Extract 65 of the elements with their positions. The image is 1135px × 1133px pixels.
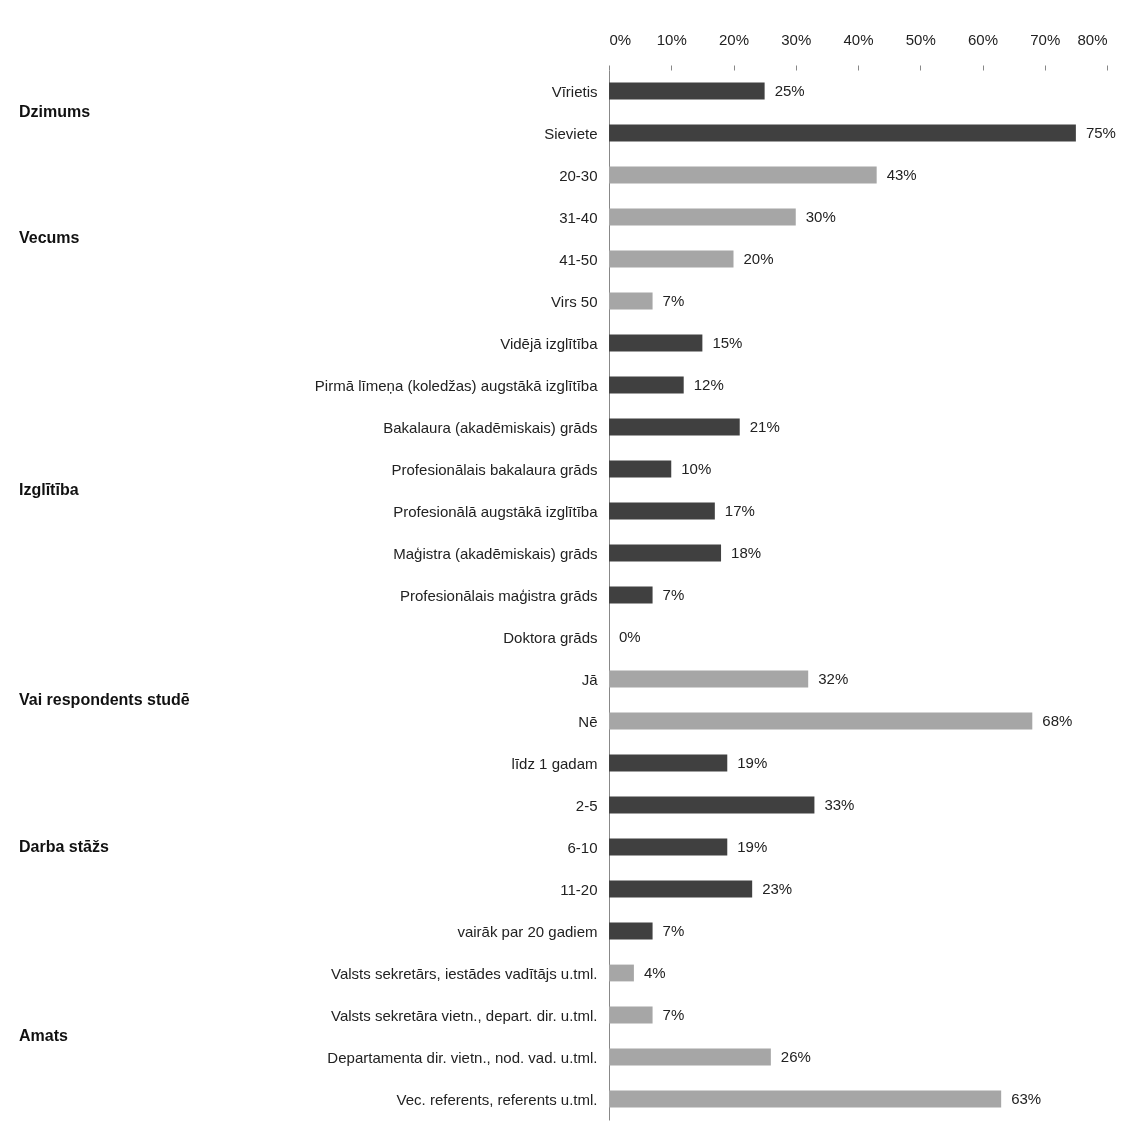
data-label: 20% bbox=[743, 250, 774, 267]
y-tick-label: vairāk par 20 gadiem bbox=[457, 922, 598, 940]
text: Dzimums bbox=[19, 103, 91, 120]
data-label: 32% bbox=[818, 670, 849, 687]
data-label: 17% bbox=[724, 502, 755, 519]
y-tick-label: līdz 1 gadam bbox=[511, 754, 598, 772]
y-tick-label: Doktora grāds bbox=[503, 628, 598, 646]
x-tick-label: 50% bbox=[905, 30, 936, 48]
x-tick-label: 60% bbox=[967, 30, 999, 48]
y-tick-label: Sieviete bbox=[544, 124, 598, 142]
data-label: 43% bbox=[886, 166, 917, 183]
x-tick-label: 40% bbox=[843, 30, 874, 48]
y-tick-label: 2-5 bbox=[575, 796, 598, 814]
y-tick-label: Profesionālais bakalaura grāds bbox=[391, 460, 598, 478]
y-tick-label: 31-40 bbox=[559, 208, 598, 226]
y-tick-label: Jā bbox=[581, 670, 599, 688]
y-tick-label: Profesionālais maģistra grāds bbox=[399, 586, 598, 604]
text: Izglītība bbox=[19, 481, 79, 498]
x-tick-label: 80% bbox=[1077, 30, 1108, 48]
data-label: 7% bbox=[662, 1006, 685, 1023]
data-label: 63% bbox=[1011, 1090, 1042, 1107]
y-tick-label: Vīrietis bbox=[551, 82, 598, 100]
y-tick-label: Vidējā izglītība bbox=[500, 334, 599, 352]
data-label: 25% bbox=[774, 82, 805, 99]
data-label: 7% bbox=[662, 586, 685, 603]
data-label: 30% bbox=[805, 208, 836, 225]
text: Vecums bbox=[19, 229, 80, 246]
x-tick-label: 10% bbox=[656, 30, 687, 48]
data-label: 7% bbox=[662, 922, 685, 939]
data-label: 18% bbox=[731, 544, 762, 561]
x-tick-label: 30% bbox=[781, 30, 812, 48]
data-label: 26% bbox=[780, 1048, 811, 1065]
data-label: 21% bbox=[749, 418, 780, 435]
data-label: 7% bbox=[662, 292, 685, 309]
y-tick-label: Bakalaura (akadēmiskais) grāds bbox=[383, 418, 598, 436]
data-label: 15% bbox=[712, 334, 743, 351]
y-tick-label: Departamenta dir. vietn., nod. vad. u.tml. bbox=[327, 1048, 598, 1066]
y-tick-label: Pirmā līmeņa (koledžas) augstākā izglītība bbox=[314, 376, 599, 394]
data-label: 19% bbox=[737, 754, 768, 771]
data-label: 33% bbox=[824, 796, 855, 813]
data-label: 75% bbox=[1085, 124, 1116, 141]
text: Amats bbox=[19, 1027, 69, 1044]
y-tick-label: Profesionālā augstākā izglītība bbox=[393, 502, 599, 520]
y-tick-label: 41-50 bbox=[559, 250, 598, 268]
y-tick-label: 11-20 bbox=[560, 880, 598, 898]
data-label: 23% bbox=[762, 880, 793, 897]
y-tick-label: Virs 50 bbox=[551, 292, 598, 310]
y-tick-label: 20-30 bbox=[559, 166, 598, 184]
text: Darba stāžs bbox=[19, 838, 109, 855]
y-tick-label: Maģistra (akadēmiskais) grāds bbox=[393, 544, 598, 562]
x-tick-label: 20% bbox=[718, 30, 750, 48]
y-tick-label: Valsts sekretāra vietn., depart. dir. u.tml. bbox=[331, 1006, 598, 1024]
data-label: 0% bbox=[619, 628, 641, 645]
y-tick-label: Nē bbox=[578, 712, 598, 730]
data-label: 19% bbox=[737, 838, 768, 855]
data-label: 12% bbox=[693, 376, 724, 393]
text: Vai respondents studē bbox=[19, 691, 190, 708]
data-label: 4% bbox=[643, 964, 666, 981]
y-tick-label: Valsts sekretārs, iestādes vadītājs u.tml. bbox=[331, 964, 598, 982]
y-tick-label: 6-10 bbox=[567, 838, 598, 856]
x-tick-label: 0% bbox=[609, 30, 632, 48]
y-tick-label: Vec. referents, referents u.tml. bbox=[396, 1090, 598, 1108]
x-tick-label: 70% bbox=[1030, 30, 1061, 48]
data-label: 10% bbox=[681, 460, 712, 477]
data-label: 68% bbox=[1042, 712, 1073, 729]
